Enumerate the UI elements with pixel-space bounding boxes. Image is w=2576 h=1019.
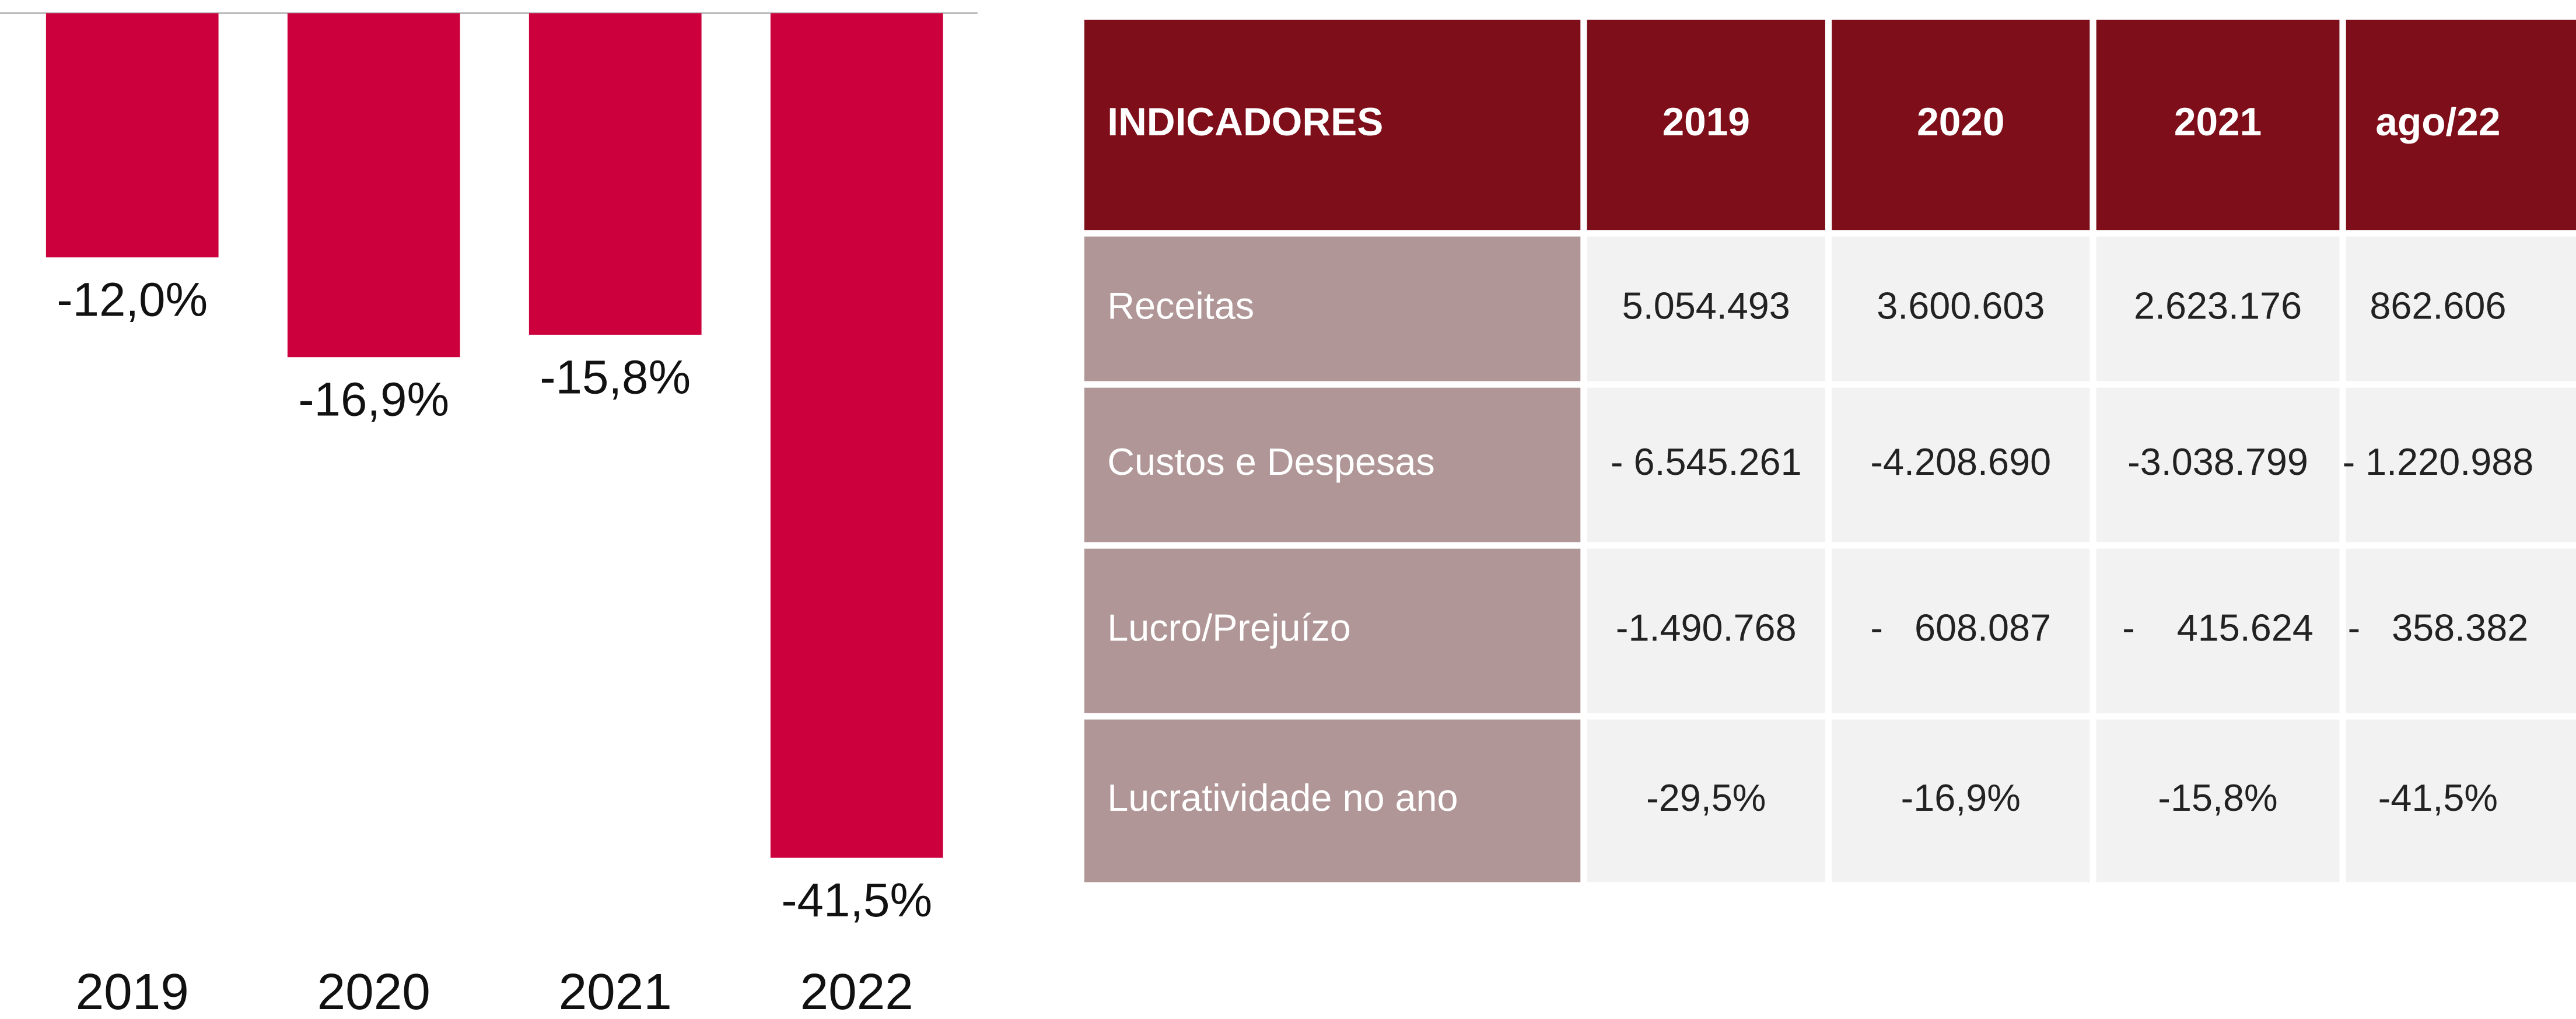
header-cell — [1832, 19, 2090, 230]
cell — [1587, 236, 1825, 381]
cell-text: -3.038.799 — [2127, 440, 2308, 483]
cell — [1832, 719, 2090, 883]
row-header-cell — [1084, 387, 1581, 542]
header-text: ago/22 — [2375, 100, 2500, 144]
cell — [2096, 719, 2340, 883]
cell — [2096, 548, 2340, 713]
row-header-text: Receitas — [1107, 285, 1254, 327]
cell — [2096, 236, 2340, 381]
cell — [1587, 719, 1825, 883]
cell — [1832, 236, 2090, 381]
header-text: 2021 — [2174, 100, 2262, 144]
cell-text: 3.600.603 — [1877, 285, 2045, 327]
value-label: -16,9% — [298, 373, 449, 426]
cell-text: - 358.382 — [2348, 607, 2529, 649]
cell-text: - 608.087 — [1870, 607, 2051, 649]
cell-text: -15,8% — [2158, 776, 2277, 819]
header-text: 2020 — [1917, 100, 2004, 144]
cell — [1587, 548, 1825, 713]
bar — [770, 13, 943, 858]
header-cell — [2346, 19, 2576, 230]
value-label: -41,5% — [781, 874, 932, 927]
header-text: INDICADORES — [1107, 100, 1383, 144]
row-header-text: Lucro/Prejuízo — [1107, 607, 1351, 649]
header-text: 2019 — [1662, 100, 1750, 144]
cell-text: 2.623.176 — [2134, 285, 2302, 327]
cell — [2346, 236, 2576, 381]
x-tick-label: 2022 — [800, 963, 914, 1019]
bar — [46, 13, 219, 258]
bar — [528, 13, 702, 335]
value-label: -12,0% — [57, 274, 208, 327]
cell-text: -16,9% — [1901, 776, 2021, 819]
row-header-cell — [1084, 719, 1581, 883]
cell-text: - 415.624 — [2122, 607, 2314, 649]
row-header-text: Lucratividade no ano — [1107, 776, 1458, 819]
cell-text: 862.606 — [2370, 285, 2506, 327]
cell-text: - 1.220.988 — [2343, 440, 2534, 483]
x-tick-label: 2020 — [317, 963, 430, 1019]
x-tick-label: 2019 — [76, 963, 189, 1019]
x-tick-label: 2021 — [559, 963, 672, 1019]
cell — [1587, 387, 1825, 542]
cell-text: 5.054.493 — [1622, 285, 1790, 327]
row-header-cell — [1084, 548, 1581, 713]
row-header-text: Custos e Despesas — [1107, 440, 1435, 483]
header-cell — [1084, 19, 1581, 230]
cell-text: -29,5% — [1646, 776, 1766, 819]
cell — [2346, 548, 2576, 713]
cell — [1832, 387, 2090, 542]
cell — [1832, 548, 2090, 713]
cell — [2346, 719, 2576, 883]
cell — [2346, 387, 2576, 542]
cell-text: -41,5% — [2378, 776, 2498, 819]
cell-text: -1.490.768 — [1616, 607, 1797, 649]
cell — [2096, 387, 2340, 542]
row-header-cell — [1084, 236, 1581, 381]
value-label: -15,8% — [540, 351, 691, 404]
cell-text: - 6.545.261 — [1611, 440, 1802, 483]
header-cell — [1587, 19, 1825, 230]
cell-text: -4.208.690 — [1870, 440, 2051, 483]
bar — [287, 13, 460, 358]
header-cell — [2096, 19, 2340, 230]
